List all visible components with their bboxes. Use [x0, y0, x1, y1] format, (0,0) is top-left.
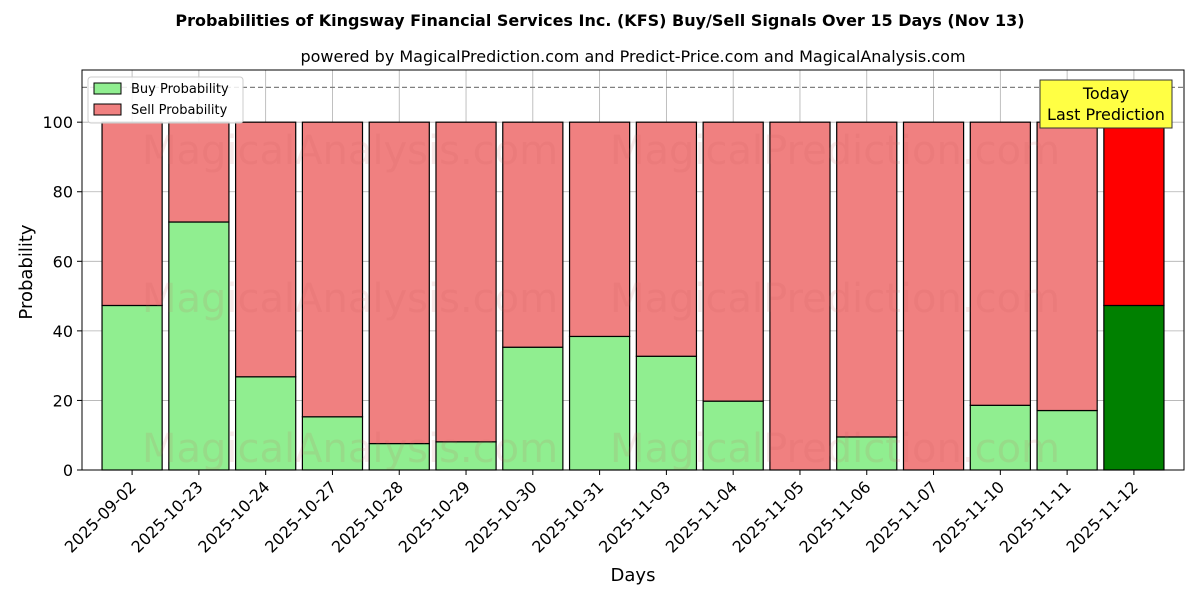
sell-bar	[568, 121, 631, 338]
sell-bar	[235, 121, 297, 378]
sell-bar	[635, 121, 698, 357]
watermark: MagicalPrediction.com	[610, 128, 1060, 174]
watermark: MagicalAnalysis.com	[142, 276, 558, 322]
buy-bar	[568, 335, 631, 471]
sell-bar	[769, 121, 831, 471]
chart-title: Probabilities of Kingsway Financial Serv…	[175, 11, 1024, 30]
y-axis-label: Probability	[16, 224, 37, 319]
buy-bar	[836, 436, 898, 471]
buy-bar	[702, 400, 764, 471]
sell-bar	[1036, 121, 1098, 412]
watermark: MagicalPrediction.com	[610, 276, 1060, 322]
buy-bar	[368, 442, 430, 471]
plot-frame	[81, 69, 1185, 471]
sell-bar	[502, 121, 564, 348]
legend-label: Buy Probability	[131, 82, 229, 97]
legend-swatch	[93, 103, 122, 116]
sell-bar	[702, 121, 764, 402]
buy-bar	[1103, 304, 1165, 471]
legend-label: Sell Probability	[131, 103, 228, 118]
sell-bar	[836, 121, 898, 438]
buy-bar	[635, 355, 698, 471]
sell-bar	[969, 121, 1031, 406]
sell-bar	[368, 121, 430, 445]
y-tick-label: 0	[63, 461, 73, 480]
annotation-text: Last Prediction	[1047, 105, 1165, 124]
sell-bar	[301, 121, 364, 418]
legend-swatch	[93, 82, 122, 95]
legend-box	[87, 76, 244, 124]
y-tick-label: 40	[53, 322, 73, 341]
y-tick-label: 20	[53, 391, 73, 410]
watermark: MagicalAnalysis.com	[142, 128, 558, 174]
sell-bar	[435, 121, 497, 443]
sell-bar	[101, 121, 163, 307]
y-tick-label: 100	[42, 113, 73, 132]
watermark: MagicalPrediction.com	[610, 426, 1060, 472]
buy-bar	[502, 346, 564, 471]
annotation-text: Today	[1082, 84, 1129, 103]
chart-subtitle: powered by MagicalPrediction.com and Pre…	[300, 47, 965, 66]
sell-bar	[1103, 121, 1165, 307]
buy-bar	[168, 221, 230, 471]
buy-bar	[235, 376, 297, 471]
y-tick-label: 60	[53, 252, 73, 271]
buy-bar	[435, 441, 497, 471]
x-axis-label: Days	[611, 565, 656, 586]
watermark: MagicalAnalysis.com	[142, 426, 558, 472]
plot-area: MagicalAnalysis.com MagicalPrediction.com…	[42, 69, 1185, 557]
y-tick-label: 80	[53, 183, 73, 202]
buy-bar	[969, 404, 1031, 471]
x-tick-label: 2025-11-12	[1063, 477, 1142, 556]
annotation-box	[1039, 79, 1173, 129]
sell-bar	[902, 121, 965, 471]
